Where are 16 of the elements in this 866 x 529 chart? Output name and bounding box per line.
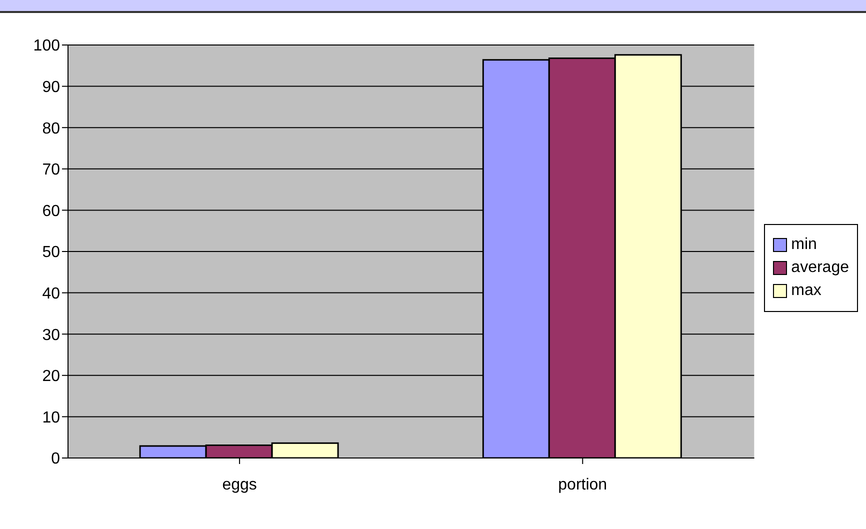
y-tick-label: 40 bbox=[42, 285, 60, 302]
y-tick-label: 70 bbox=[42, 162, 60, 179]
y-tick-label: 0 bbox=[51, 450, 60, 468]
legend-label: average bbox=[791, 259, 849, 277]
legend-label: min bbox=[791, 236, 817, 254]
x-tick-label: portion bbox=[558, 476, 608, 494]
y-tick-label: 90 bbox=[42, 78, 60, 96]
y-tick-label: 100 bbox=[33, 38, 60, 55]
y-tick-label: 30 bbox=[42, 326, 60, 344]
y-tick-label: 50 bbox=[42, 244, 60, 262]
legend-label: max bbox=[791, 282, 822, 300]
y-tick-label: 10 bbox=[42, 409, 60, 426]
x-tick-label: eggs bbox=[222, 476, 257, 494]
y-tick-label: 20 bbox=[42, 368, 60, 386]
y-tick-label: 80 bbox=[42, 120, 60, 138]
y-tick-label: 60 bbox=[42, 202, 60, 220]
